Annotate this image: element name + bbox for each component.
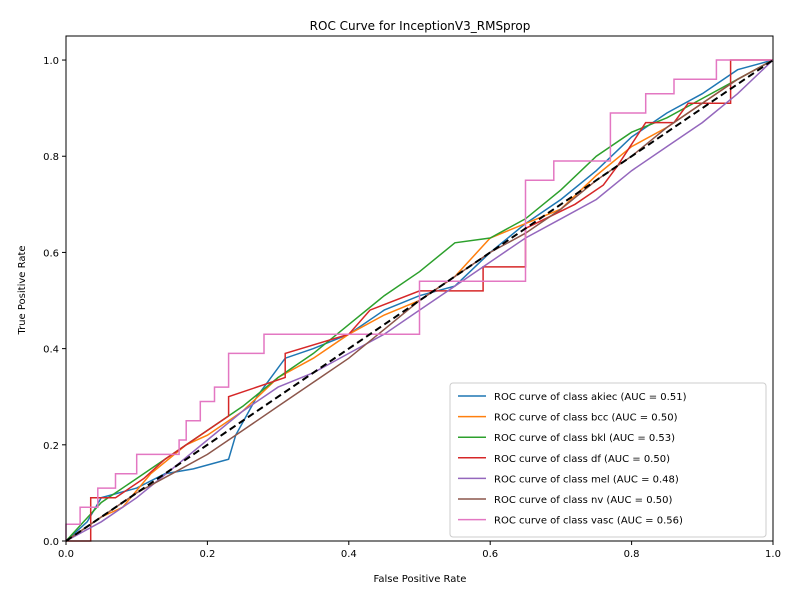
y-axis-ticks: 0.0 0.2 0.4 0.6 0.8 1.0	[43, 56, 66, 548]
series-line-1	[65, 59, 774, 542]
legend-label-2: ROC curve of class bkl (AUC = 0.53)	[494, 433, 675, 444]
chart-title: ROC Curve for InceptionV3_RMSprop	[310, 19, 531, 33]
x-tick-label: 0.6	[482, 549, 498, 560]
x-axis-ticks: 0.0 0.2 0.4 0.6 0.8 1.0	[58, 541, 781, 560]
legend-label-3: ROC curve of class df (AUC = 0.50)	[494, 454, 670, 465]
x-tick-label: 0.8	[624, 549, 640, 560]
x-axis-label: False Positive Rate	[374, 574, 467, 585]
series-line-3	[66, 59, 773, 542]
y-tick-label: 1.0	[43, 56, 59, 67]
y-tick-label: 0.4	[43, 345, 59, 356]
legend: ROC curve of class akiec (AUC = 0.51) ROC…	[449, 382, 767, 538]
y-axis-label: True Positive Rate	[17, 245, 28, 335]
legend-label-5: ROC curve of class nv (AUC = 0.50)	[494, 495, 672, 506]
x-tick-label: 1.0	[765, 549, 781, 560]
x-tick-label: 0.0	[58, 549, 74, 560]
y-tick-label: 0.8	[43, 152, 59, 163]
x-tick-label: 0.4	[341, 549, 357, 560]
legend-label-0: ROC curve of class akiec (AUC = 0.51)	[494, 392, 687, 403]
plot-frame	[65, 35, 774, 542]
legend-box	[449, 382, 767, 538]
y-tick-label: 0.2	[43, 441, 59, 452]
y-tick-label: 0.0	[43, 537, 59, 548]
y-tick-label: 0.6	[43, 248, 59, 259]
plot-area	[65, 35, 774, 542]
series-line-6	[65, 59, 773, 541]
x-tick-label: 0.2	[199, 549, 215, 560]
legend-label-6: ROC curve of class vasc (AUC = 0.56)	[494, 516, 683, 527]
legend-label-4: ROC curve of class mel (AUC = 0.48)	[494, 474, 679, 485]
legend-label-1: ROC curve of class bcc (AUC = 0.50)	[494, 413, 678, 424]
